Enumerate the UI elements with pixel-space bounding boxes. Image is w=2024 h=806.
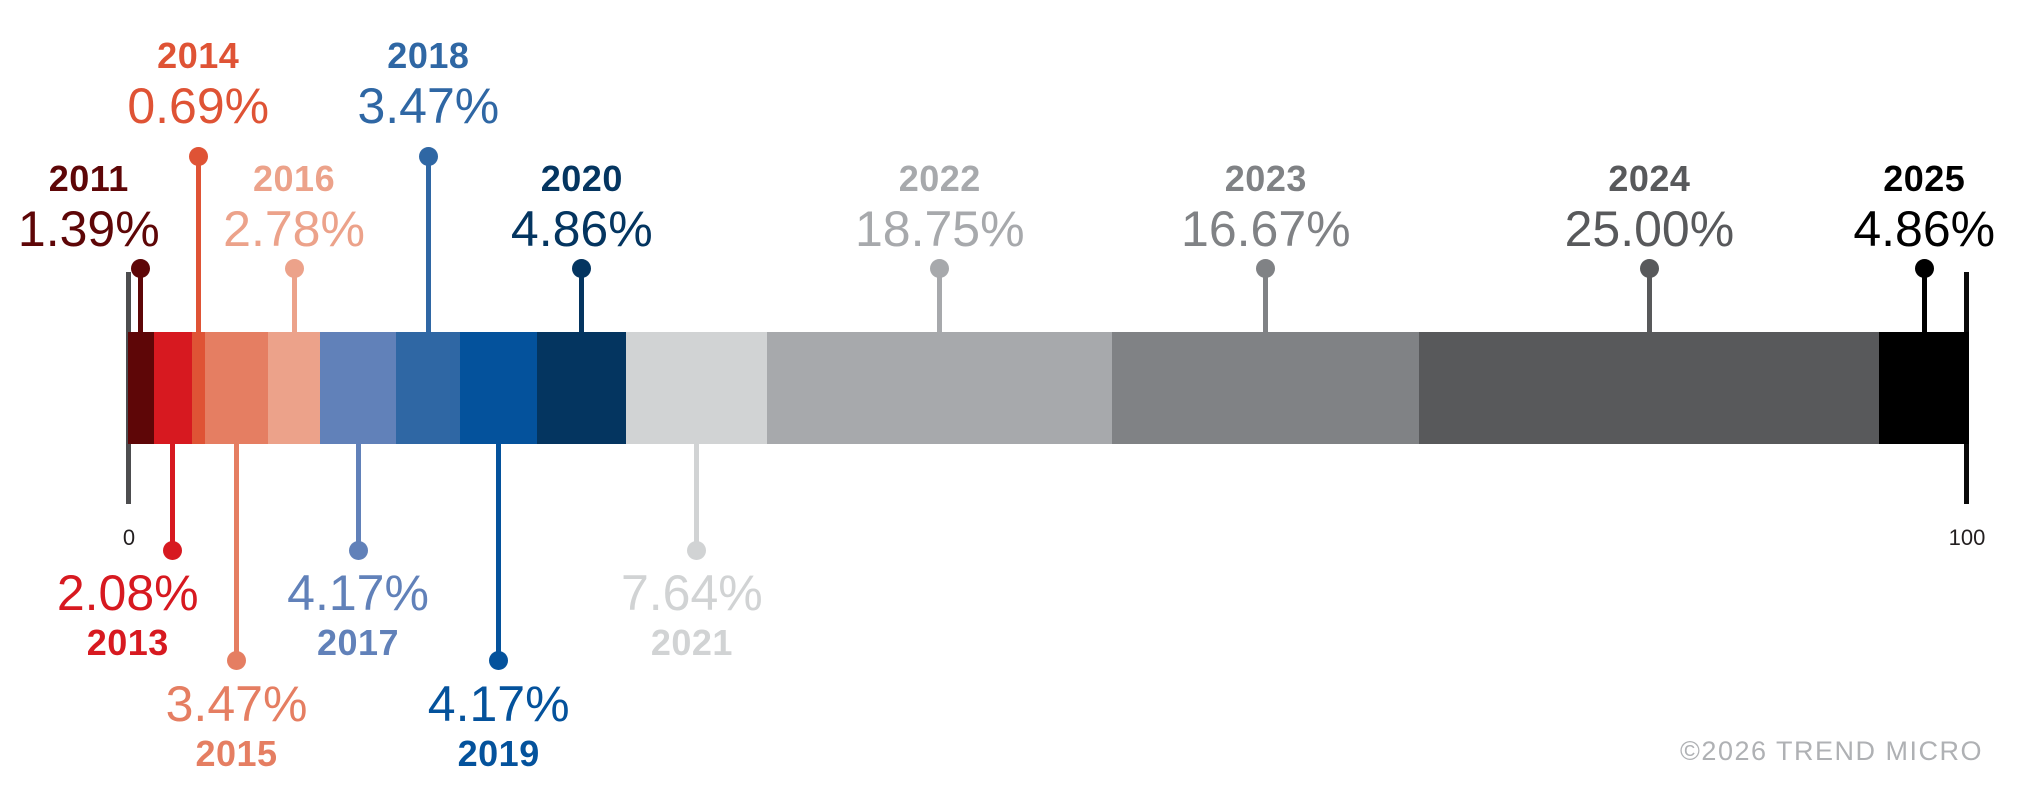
label-2016: 2016 2.78% xyxy=(223,156,365,256)
bar-segment-2019 xyxy=(460,332,537,444)
value-text-2019: 4.17% xyxy=(427,676,570,732)
dot-2017 xyxy=(348,540,368,560)
label-2021: 7.64% 2021 xyxy=(621,566,763,666)
value-text-2022: 18.75% xyxy=(854,201,1025,257)
value-text-2015: 3.47% xyxy=(165,676,308,732)
label-2011: 2011 1.39% xyxy=(18,156,160,256)
bar-segment-2018 xyxy=(396,332,461,444)
dot-2013 xyxy=(163,540,183,560)
dot-2024 xyxy=(1639,258,1659,278)
bar-segment-2021 xyxy=(626,332,768,444)
label-2023: 2023 16.67% xyxy=(1181,156,1351,256)
stem-2014 xyxy=(195,156,201,334)
dot-2014 xyxy=(188,146,208,166)
value-text-2020: 4.86% xyxy=(510,201,653,257)
label-2017: 4.17% 2017 xyxy=(287,566,429,666)
dot-2021 xyxy=(687,540,707,560)
stem-2016 xyxy=(291,268,297,334)
label-2014: 2014 0.69% xyxy=(127,33,269,133)
copyright-credit: ©2026 TREND MICRO xyxy=(1680,736,1983,766)
year-text-2018: 2018 xyxy=(387,35,470,76)
year-text-2024: 2024 xyxy=(1608,158,1691,199)
stem-2022 xyxy=(937,268,943,334)
value-text-2021: 7.64% xyxy=(620,565,763,621)
value-text-2014: 0.69% xyxy=(127,78,270,134)
bar-segment-2020 xyxy=(537,332,627,444)
label-2015: 3.47% 2015 xyxy=(166,677,308,777)
label-2024: 2024 25.00% xyxy=(1565,156,1735,256)
year-text-2017: 2017 xyxy=(316,622,400,663)
stem-2025 xyxy=(1921,268,1927,334)
stem-2018 xyxy=(425,156,431,334)
bar-segment-2024 xyxy=(1419,332,1880,444)
value-text-2018: 3.47% xyxy=(357,78,500,134)
value-text-2013: 2.08% xyxy=(56,565,199,621)
value-text-2011: 1.39% xyxy=(17,201,160,257)
value-text-2023: 16.67% xyxy=(1181,201,1351,257)
bar-segment-2022 xyxy=(767,332,1113,444)
stem-2015 xyxy=(234,444,240,660)
label-2018: 2018 3.47% xyxy=(357,33,499,133)
stem-2023 xyxy=(1263,268,1269,334)
label-2013: 2.08% 2013 xyxy=(57,566,199,666)
year-text-2013: 2013 xyxy=(86,622,169,663)
label-2019: 4.17% 2019 xyxy=(428,677,570,777)
bar-segment-2023 xyxy=(1112,332,1420,444)
dot-2018 xyxy=(418,146,438,166)
dot-2011 xyxy=(131,258,151,278)
stem-2011 xyxy=(138,268,144,334)
bar-segment-2016 xyxy=(268,332,320,444)
value-text-2025: 4.86% xyxy=(1853,201,1996,257)
bar-segment-2017 xyxy=(319,332,397,444)
axis-max-label: 100 xyxy=(1948,525,1986,550)
bar-segment-2013 xyxy=(153,332,192,444)
label-2025: 2025 4.86% xyxy=(1853,156,1995,256)
bar xyxy=(128,332,1969,444)
bar-segment-2011 xyxy=(128,332,154,444)
dot-2025 xyxy=(1914,258,1934,278)
year-text-2025: 2025 xyxy=(1883,158,1966,199)
year-text-2014: 2014 xyxy=(157,35,240,76)
value-text-2024: 25.00% xyxy=(1564,201,1735,257)
dot-2020 xyxy=(572,258,592,278)
year-text-2021: 2021 xyxy=(650,622,733,663)
stem-2021 xyxy=(694,444,700,550)
year-text-2016: 2016 xyxy=(253,158,336,199)
year-text-2019: 2019 xyxy=(457,733,540,774)
label-2020: 2020 4.86% xyxy=(511,156,653,256)
year-text-2015: 2015 xyxy=(195,733,278,774)
stem-2013 xyxy=(170,444,176,550)
value-text-2017: 4.17% xyxy=(287,565,429,621)
dot-2015 xyxy=(227,650,247,670)
year-text-2011: 2011 xyxy=(48,158,129,199)
value-text-2016: 2.78% xyxy=(223,201,365,257)
dot-2023 xyxy=(1256,258,1276,278)
dot-2016 xyxy=(284,258,304,278)
axis-min-label: 0 xyxy=(122,525,136,550)
bar-segment-2025 xyxy=(1879,332,1969,444)
bar-segment-2014 xyxy=(191,332,205,444)
dot-2022 xyxy=(930,258,950,278)
year-text-2022: 2022 xyxy=(898,158,981,199)
stem-2019 xyxy=(496,444,502,660)
stem-2024 xyxy=(1646,268,1652,334)
year-text-2023: 2023 xyxy=(1224,158,1307,199)
label-2022: 2022 18.75% xyxy=(855,156,1025,256)
stem-2020 xyxy=(579,268,585,334)
year-text-2020: 2020 xyxy=(540,158,623,199)
bar-segment-2015 xyxy=(204,332,269,444)
stem-2017 xyxy=(355,444,361,550)
dot-2019 xyxy=(489,650,509,670)
